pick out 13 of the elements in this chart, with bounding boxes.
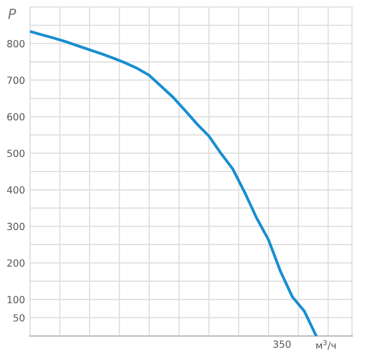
y-tick-label: 100 xyxy=(8,296,24,304)
y-tick-label: 800 xyxy=(7,40,24,48)
x-axis-title: м$^{3}$/ч xyxy=(316,340,336,350)
y-tick-label: 50 xyxy=(14,314,24,322)
y-tick-label: 700 xyxy=(7,76,24,84)
text: 350 xyxy=(273,340,291,348)
y-axis-title: P xyxy=(8,8,16,19)
y-tick-label: 600 xyxy=(7,113,24,120)
y-tick-label: 500 xyxy=(7,150,24,158)
y-tick-label: 300 xyxy=(7,222,24,230)
line-series xyxy=(30,30,318,336)
y-tick-label: 200 xyxy=(7,259,24,267)
y-tick-label: 400 xyxy=(7,186,24,194)
